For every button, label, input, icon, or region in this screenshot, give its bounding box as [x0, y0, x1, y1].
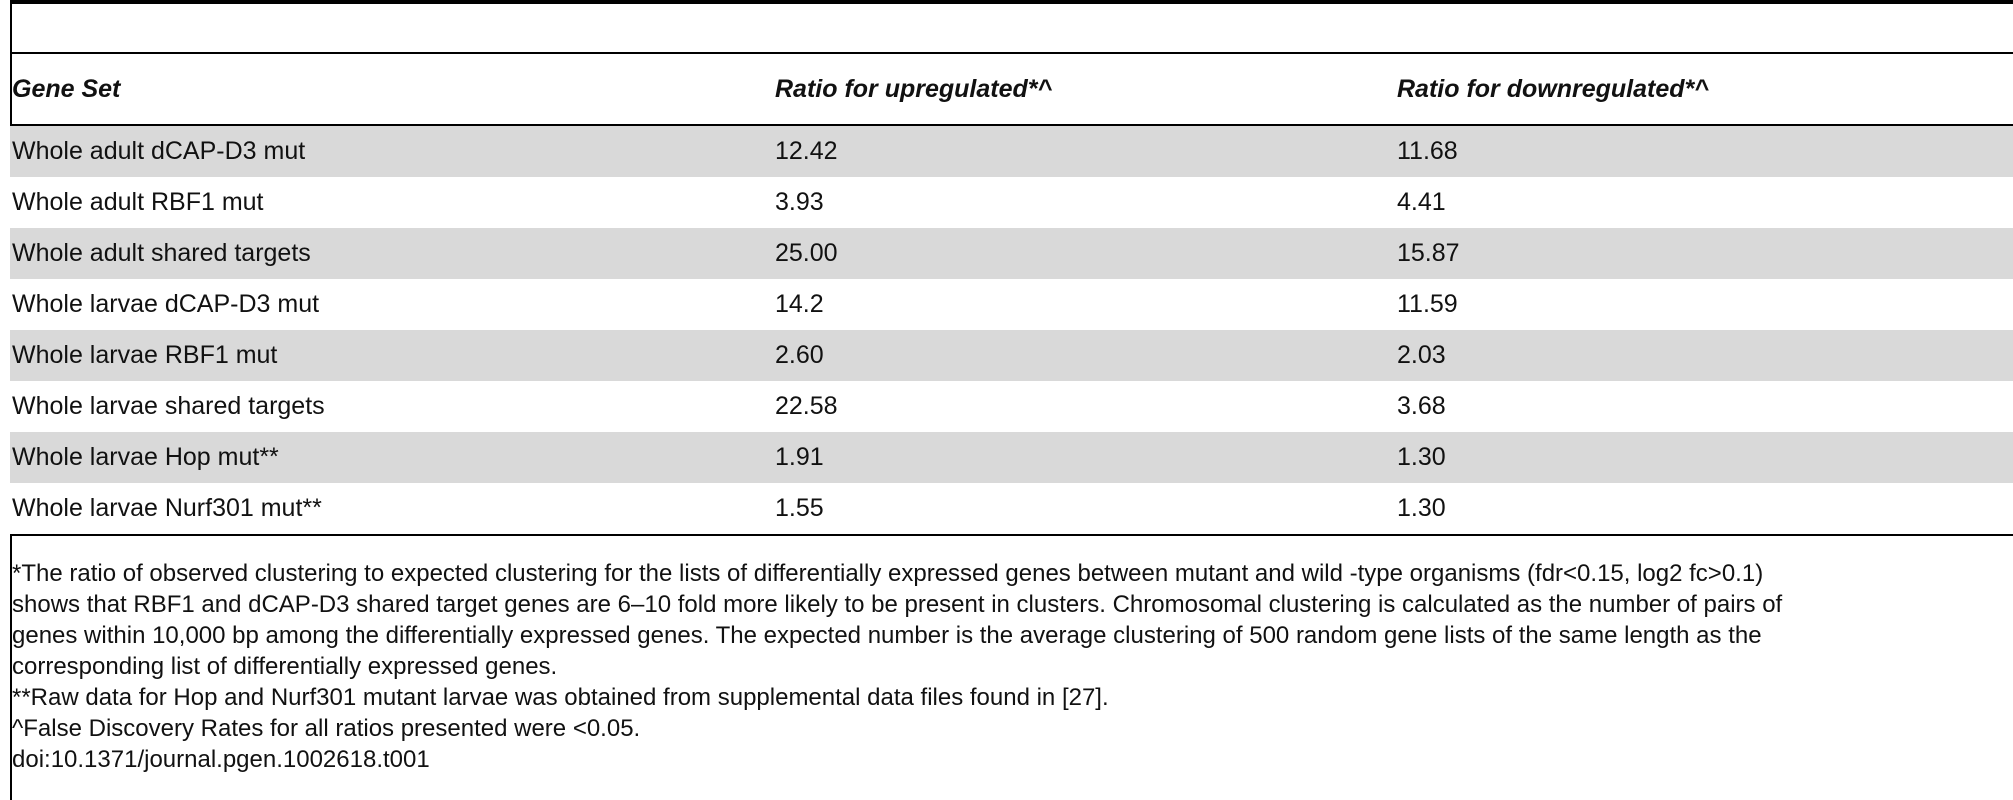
cell-upregulated: 3.93 [773, 177, 1395, 228]
footnote-line: ^False Discovery Rates for all ratios pr… [12, 715, 641, 742]
footnote-line: shows that RBF1 and dCAP-D3 shared targe… [12, 591, 1783, 618]
cell-downregulated: 2.03 [1395, 330, 2013, 381]
table-row: Whole adult shared targets 25.00 15.87 [10, 228, 2013, 279]
cell-gene-set: Whole adult dCAP-D3 mut [10, 125, 773, 177]
cell-upregulated: 14.2 [773, 279, 1395, 330]
table-row: Whole larvae RBF1 mut 2.60 2.03 [10, 330, 2013, 381]
table-row: Whole adult dCAP-D3 mut 12.42 11.68 [10, 125, 2013, 177]
cell-upregulated: 2.60 [773, 330, 1395, 381]
cell-gene-set: Whole larvae Nurf301 mut** [10, 483, 773, 536]
cell-upregulated: 12.42 [773, 125, 1395, 177]
table-row: Whole larvae shared targets 22.58 3.68 [10, 381, 2013, 432]
table-row: Whole larvae Nurf301 mut** 1.55 1.30 [10, 483, 2013, 536]
table-row: Whole larvae Hop mut** 1.91 1.30 [10, 432, 2013, 483]
cell-gene-set: Whole larvae shared targets [10, 381, 773, 432]
cell-gene-set: Whole larvae RBF1 mut [10, 330, 773, 381]
footnote-line: corresponding list of differentially exp… [12, 653, 558, 680]
column-header-gene-set: Gene Set [10, 54, 773, 126]
table-container: Gene Set Ratio for upregulated*^ Ratio f… [10, 52, 2013, 536]
cell-gene-set: Whole adult shared targets [10, 228, 773, 279]
table-row: Whole larvae dCAP-D3 mut 14.2 11.59 [10, 279, 2013, 330]
footnote-line: *The ratio of observed clustering to exp… [12, 560, 1764, 587]
cell-downregulated: 4.41 [1395, 177, 2013, 228]
footnote-line: genes within 10,000 bp among the differe… [12, 622, 1762, 649]
cell-downregulated: 1.30 [1395, 432, 2013, 483]
cell-upregulated: 25.00 [773, 228, 1395, 279]
cell-upregulated: 1.55 [773, 483, 1395, 536]
column-header-downregulated: Ratio for downregulated*^ [1395, 54, 2013, 126]
footnote-line: **Raw data for Hop and Nurf301 mutant la… [12, 684, 1109, 711]
cell-gene-set: Whole larvae dCAP-D3 mut [10, 279, 773, 330]
column-header-upregulated: Ratio for upregulated*^ [773, 54, 1395, 126]
cell-gene-set: Whole adult RBF1 mut [10, 177, 773, 228]
cell-downregulated: 11.59 [1395, 279, 2013, 330]
cell-downregulated: 3.68 [1395, 381, 2013, 432]
cell-upregulated: 22.58 [773, 381, 1395, 432]
table-header-row: Gene Set Ratio for upregulated*^ Ratio f… [10, 54, 2013, 126]
doi-text: doi:10.1371/journal.pgen.1002618.t001 [12, 746, 430, 773]
cell-downregulated: 11.68 [1395, 125, 2013, 177]
top-rule [10, 0, 2013, 4]
table-footnotes: *The ratio of observed clustering to exp… [12, 558, 2012, 775]
table-top-rule [10, 52, 2013, 54]
cell-downregulated: 15.87 [1395, 228, 2013, 279]
cell-upregulated: 1.91 [773, 432, 1395, 483]
table-row: Whole adult RBF1 mut 3.93 4.41 [10, 177, 2013, 228]
gene-set-table: Gene Set Ratio for upregulated*^ Ratio f… [10, 54, 2013, 536]
cell-downregulated: 1.30 [1395, 483, 2013, 536]
cell-gene-set: Whole larvae Hop mut** [10, 432, 773, 483]
